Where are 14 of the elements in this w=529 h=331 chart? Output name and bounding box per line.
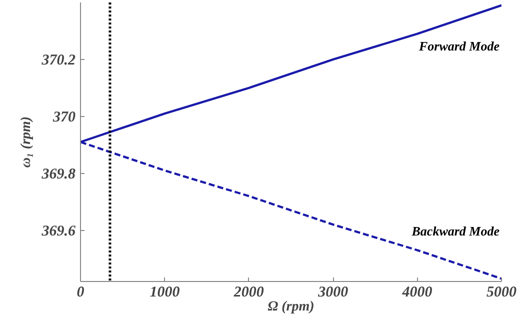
x-tick-label: 1000 — [150, 284, 180, 300]
y-tick-label: 370 — [52, 109, 76, 126]
x-tick-label: 2000 — [232, 284, 264, 300]
x-tick-label: 5000 — [486, 284, 517, 300]
x-tick-label: 4000 — [401, 284, 433, 300]
y-tick-label: 369.6 — [40, 223, 76, 240]
x-axis-title: Ω (rpm) — [268, 300, 314, 314]
x-tick-label: 3000 — [317, 284, 349, 300]
y-tick-label: 370.2 — [40, 52, 76, 68]
series-label: Backward Mode — [410, 224, 500, 239]
y-tick-label: 369.8 — [40, 166, 76, 182]
y-axis-title: ω₁ (rpm) — [18, 116, 34, 168]
series-label: Forward Mode — [418, 38, 500, 54]
x-tick-label: 0 — [76, 284, 85, 300]
